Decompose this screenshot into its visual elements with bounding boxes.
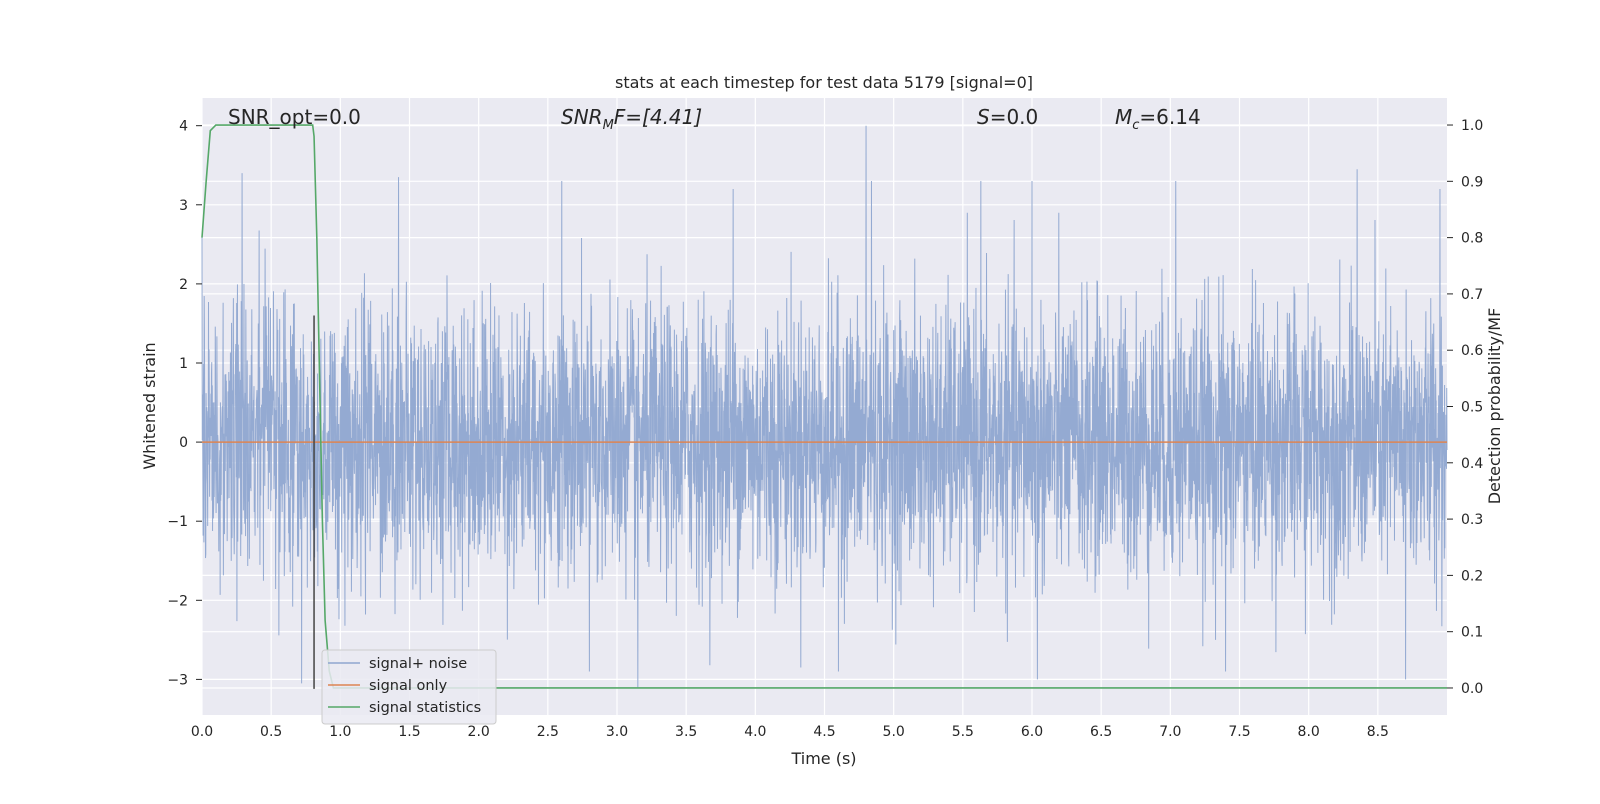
- x-tick-label: 8.5: [1367, 724, 1389, 740]
- y-left-tick-label: −1: [167, 514, 188, 530]
- y-right-axis-ticks: 1.0 0.9 0.8 0.7 0.6 0.5 0.4 0.3 0.2 0.1 0.0: [1447, 118, 1483, 697]
- x-axis-ticks: 0.0 0.5 1.0 1.5 2.0 2.5 3.0 3.5 4.0 4.5 5.0 5.5 6.0 6…: [191, 724, 1389, 740]
- snr-mf-sub: M: [603, 118, 614, 133]
- annotation-snr-mf: SNRMF=[4.41]: [561, 105, 702, 133]
- legend-label-signal-statistics: signal statistics: [369, 700, 481, 716]
- y-right-tick-label: 0.1: [1461, 625, 1483, 641]
- y-right-tick-label: 0.9: [1461, 174, 1483, 190]
- y-right-tick-label: 0.0: [1461, 681, 1483, 697]
- y-right-tick-label: 0.7: [1461, 287, 1483, 303]
- s-rest: =0.0: [990, 105, 1039, 129]
- chart-title: stats at each timestep for test data 517…: [615, 73, 1033, 92]
- s-italic: S: [977, 105, 990, 129]
- legend-box: [321, 649, 497, 725]
- x-tick-label: 1.0: [329, 724, 351, 740]
- mc-italic: M: [1115, 105, 1132, 129]
- annotation-mc: Mc=6.14: [1115, 105, 1201, 133]
- y-left-tick-label: −3: [167, 672, 188, 688]
- x-tick-label: 1.5: [398, 724, 420, 740]
- y-right-tick-label: 0.4: [1461, 456, 1483, 472]
- x-tick-label: 2.5: [537, 724, 559, 740]
- x-tick-label: 6.5: [1090, 724, 1112, 740]
- x-tick-label: 3.5: [675, 724, 697, 740]
- y-left-tick-label: 1: [179, 356, 188, 372]
- x-tick-label: 0.5: [260, 724, 282, 740]
- series-signal-statistics: [201, 124, 1447, 689]
- mc-sub: c: [1132, 118, 1139, 133]
- y-right-axis-label: Detection probability/MF: [1485, 308, 1504, 505]
- x-tick-label: 5.5: [952, 724, 974, 740]
- x-tick-label: 4.5: [813, 724, 835, 740]
- y-right-tick-label: 0.2: [1461, 568, 1483, 584]
- x-tick-label: 4.0: [744, 724, 766, 740]
- legend-label-signal-noise: signal+ noise: [369, 656, 467, 672]
- annotation-s: S=0.0: [977, 105, 1038, 129]
- y-right-tick-label: 0.8: [1461, 231, 1483, 247]
- snr-mf-f: F=[4.41]: [614, 105, 702, 129]
- snr-mf-base: SNR: [561, 105, 603, 129]
- x-axis-label: Time (s): [790, 749, 856, 768]
- y-right-tick-label: 1.0: [1461, 118, 1483, 134]
- mc-rest: =6.14: [1139, 105, 1200, 129]
- y-left-axis-ticks: 4 3 2 1 0 −1 −2 −3: [167, 119, 202, 688]
- y-left-tick-label: 3: [179, 198, 188, 214]
- x-tick-label: 8.0: [1298, 724, 1320, 740]
- x-tick-label: 5.0: [883, 724, 905, 740]
- y-left-tick-label: 0: [179, 435, 188, 451]
- x-tick-label: 7.0: [1159, 724, 1181, 740]
- annotation-snr-opt: SNR_opt=0.0: [228, 105, 361, 129]
- y-right-tick-label: 0.3: [1461, 512, 1483, 528]
- x-tick-label: 3.0: [606, 724, 628, 740]
- y-left-axis-label: Whitened strain: [140, 342, 159, 469]
- series-signal-noise: [201, 125, 1448, 688]
- y-right-tick-label: 0.5: [1461, 400, 1483, 416]
- x-tick-label: 6.0: [1021, 724, 1043, 740]
- y-left-tick-label: −2: [167, 593, 188, 609]
- y-left-tick-label: 2: [179, 277, 188, 293]
- x-tick-label: 2.0: [468, 724, 490, 740]
- x-tick-label: 0.0: [191, 724, 213, 740]
- legend-label-signal-only: signal only: [369, 678, 448, 694]
- y-left-tick-label: 4: [179, 119, 188, 135]
- noise-trace: [201, 125, 1448, 688]
- legend: signal+ noise signal only signal statist…: [321, 649, 497, 725]
- y-right-tick-label: 0.6: [1461, 343, 1483, 359]
- x-tick-label: 7.5: [1228, 724, 1250, 740]
